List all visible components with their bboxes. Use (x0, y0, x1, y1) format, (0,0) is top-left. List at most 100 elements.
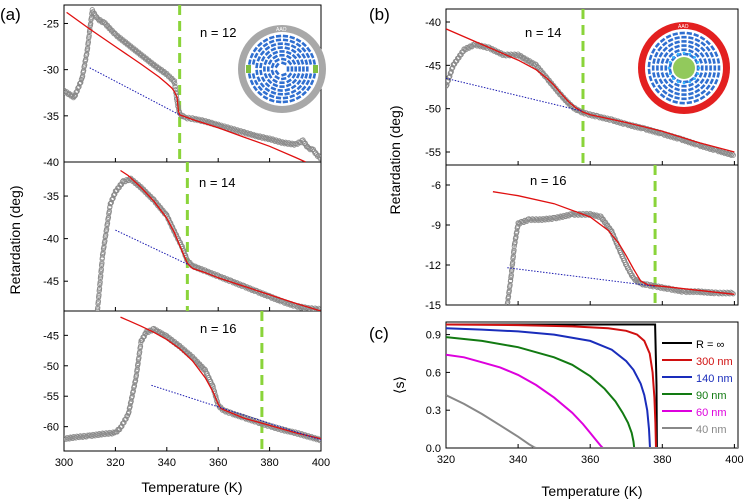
inset-segment (289, 35, 296, 40)
inset-segment (705, 45, 711, 52)
inset-segment (296, 84, 303, 91)
data-point-b1 (530, 61, 536, 67)
data-point-a3 (137, 343, 144, 349)
inset-segment (700, 41, 707, 47)
inset-segment (672, 32, 679, 37)
inset-segment (286, 72, 293, 79)
data-point-a1 (66, 90, 72, 96)
inset-dot (696, 72, 700, 76)
inset-segment (694, 37, 701, 43)
inset-segment (674, 87, 680, 92)
inset-segment (268, 39, 275, 44)
inset-segment (308, 73, 313, 79)
inset-segment (672, 100, 679, 104)
inset-segment (651, 65, 655, 71)
inset-segment (257, 85, 263, 92)
inset-segment (306, 46, 312, 53)
inset-segment (681, 48, 687, 52)
y-axis-label-b: Retardation (deg) (387, 106, 403, 215)
inset-segment (272, 54, 279, 60)
inset-segment (289, 39, 296, 44)
inset-segment (710, 45, 716, 51)
data-point-b2 (660, 285, 666, 291)
inset-segment (298, 66, 301, 72)
inset-segment (688, 82, 694, 87)
inset-segment (705, 84, 711, 91)
inset-segment (279, 81, 285, 84)
data-point-b1 (524, 57, 531, 64)
ytick-label-b2-0: -6 (431, 180, 441, 192)
inset-segment (652, 72, 656, 78)
inset-segment (272, 50, 279, 55)
inset-segment (267, 66, 270, 72)
inset-segment (277, 88, 283, 92)
data-point-b1 (523, 57, 529, 63)
inset-segment (688, 44, 694, 49)
inset-segment (286, 66, 290, 72)
inset-segment (295, 37, 302, 43)
annotation-a1: n = 12 (200, 25, 237, 40)
data-point-b2 (683, 289, 689, 296)
xtick-label-c-3: 380 (653, 454, 671, 466)
data-point-b2 (528, 217, 534, 224)
inset-segment (693, 33, 700, 38)
inset-segment (647, 68, 651, 75)
data-point-a1 (72, 93, 78, 99)
plot-c: 0.0 0.3 0.6 0.9 320 340 360 380 400 (426, 323, 744, 466)
inset-segment (253, 52, 259, 59)
annotation-b2: n = 16 (530, 173, 567, 188)
plot-b2: -6 -9 -12 -15 (425, 165, 736, 312)
inset-segment (270, 43, 277, 48)
inset-segment (270, 86, 277, 91)
inset-segment (304, 59, 309, 66)
inset-segment (290, 66, 294, 72)
inset-segment (301, 79, 307, 85)
data-point-b1 (616, 119, 622, 125)
inset-segment (282, 38, 289, 42)
inset-segment (713, 78, 719, 85)
inset-segment (262, 90, 269, 96)
inset-segment (279, 85, 285, 88)
data-point-a1 (64, 87, 67, 93)
data-point-a1 (77, 80, 83, 86)
inset-dot (676, 80, 680, 84)
panel-letter-a: (a) (0, 5, 21, 24)
inset-segment (660, 58, 665, 64)
data-point-a2 (110, 195, 116, 201)
data-point-a1 (245, 131, 251, 137)
data-point-a2 (281, 300, 288, 306)
inset-segment (688, 48, 694, 54)
data-point-a1 (316, 154, 321, 160)
data-point-a1 (172, 81, 178, 87)
data-point-a1 (73, 89, 79, 95)
inset-segment (275, 38, 282, 42)
inset-segment (296, 59, 301, 66)
inset-segment (290, 48, 297, 54)
inset-segment (712, 58, 716, 64)
data-point-b1 (522, 56, 528, 62)
inset-segment (296, 79, 302, 86)
inset-segment (674, 48, 680, 54)
ytick-label-b1-2: -50 (425, 104, 441, 116)
inset-segment (294, 66, 297, 72)
inset-segment (295, 95, 302, 101)
inset-segment (698, 72, 704, 78)
inset-segment (266, 53, 273, 60)
data-point-a3 (141, 333, 147, 340)
inset-segment (705, 39, 711, 46)
inset-segment (289, 98, 296, 103)
svg-text:AAO: AAO (276, 27, 287, 33)
inset-segment (709, 78, 715, 85)
data-point-b1 (724, 150, 730, 156)
data-point-a2 (108, 200, 114, 206)
xtick-label-a3-0: 300 (55, 457, 73, 469)
ytick-label-a3-1: -50 (43, 361, 59, 373)
inset-segment (700, 46, 706, 52)
inset-segment (275, 96, 282, 100)
inset-segment (291, 59, 297, 66)
data-point-b1 (516, 52, 522, 59)
data-point-a3 (138, 339, 144, 346)
data-point-a1 (268, 136, 274, 142)
data-point-b2 (571, 212, 578, 218)
inset-segment (674, 44, 680, 49)
